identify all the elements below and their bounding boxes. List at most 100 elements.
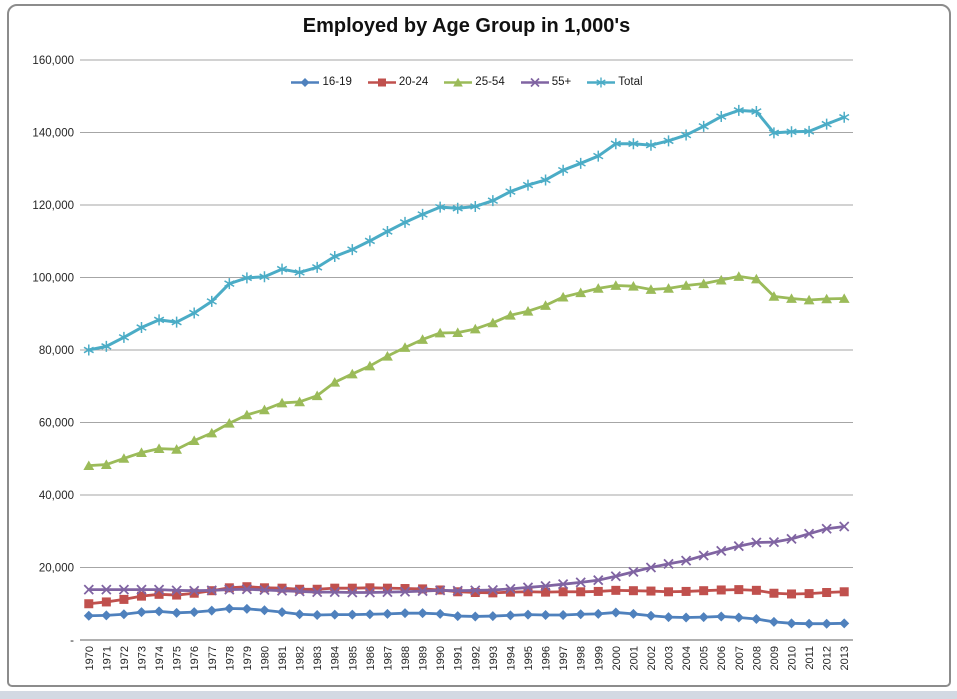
marker-square <box>347 583 357 593</box>
marker-square <box>259 583 269 593</box>
marker-x <box>487 584 498 596</box>
legend-item-25-54: 25-54 <box>443 76 505 89</box>
marker-x <box>751 537 762 548</box>
marker-x <box>663 558 674 570</box>
marker-star <box>768 127 780 139</box>
marker-star <box>698 120 709 132</box>
marker-x <box>698 550 709 561</box>
x-tick-label: 1984 <box>330 646 342 670</box>
marker-x <box>118 584 130 595</box>
marker-square <box>277 583 287 593</box>
marker-square <box>734 585 744 595</box>
x-tick-label: 1972 <box>119 646 131 670</box>
marker-square <box>699 586 709 596</box>
marker-square <box>822 588 832 598</box>
marker-square <box>295 584 305 594</box>
marker-square <box>84 599 94 609</box>
chart-frame <box>7 4 951 687</box>
marker-x <box>171 585 182 596</box>
marker-star <box>628 138 639 150</box>
marker-star <box>206 295 217 307</box>
x-tick-label: 1982 <box>295 646 307 670</box>
x-tick-label: 1999 <box>593 646 605 670</box>
marker-x <box>628 566 639 577</box>
marker-diamond <box>487 611 498 622</box>
marker-square <box>224 583 234 593</box>
marker-diamond <box>628 608 639 619</box>
marker-x <box>593 575 604 586</box>
marker-star <box>470 200 481 212</box>
x-tick-label: 1990 <box>435 646 447 670</box>
marker-star <box>276 263 288 275</box>
marker-diamond <box>821 618 832 629</box>
marker-triangle <box>294 396 306 407</box>
legend-marker-square-icon <box>377 78 386 86</box>
marker-x <box>276 585 288 596</box>
marker-star <box>786 126 797 138</box>
marker-diamond <box>786 618 797 629</box>
marker-star <box>575 157 586 169</box>
legend-marker-sample <box>520 77 549 87</box>
gridlines <box>80 59 853 568</box>
chart-title: Employed by Age Group in 1,000's <box>302 15 631 37</box>
marker-x <box>505 583 516 595</box>
marker-triangle <box>627 281 639 291</box>
marker-diamond <box>452 611 463 622</box>
marker-diamond <box>663 612 674 623</box>
marker-square <box>664 587 674 597</box>
marker-diamond <box>716 611 727 622</box>
marker-diamond <box>118 609 129 620</box>
legend-item-16-19: 16-19 <box>290 76 352 89</box>
marker-square <box>418 584 428 594</box>
marker-square <box>119 594 129 604</box>
marker-diamond <box>259 605 270 616</box>
marker-x <box>733 540 744 552</box>
legend-label: 20-24 <box>398 76 429 88</box>
marker-star <box>83 344 94 356</box>
marker-x <box>101 584 112 595</box>
marker-triangle <box>592 283 604 293</box>
marker-square <box>541 587 551 597</box>
marker-triangle <box>364 360 376 371</box>
marker-x <box>399 586 411 597</box>
x-tick-label: 1979 <box>242 646 254 670</box>
marker-square <box>488 588 498 598</box>
marker-triangle <box>610 280 622 290</box>
marker-diamond <box>277 607 288 618</box>
x-tick-label: 1993 <box>488 646 500 670</box>
y-tick-label: - <box>70 635 74 647</box>
series-25-54 <box>83 271 850 471</box>
marker-x <box>294 586 305 597</box>
marker-star <box>610 138 621 150</box>
x-tick-label: 1977 <box>207 646 219 670</box>
marker-x <box>452 585 463 596</box>
x-tick-label: 1974 <box>154 646 166 670</box>
marker-triangle <box>750 273 762 284</box>
legend-item-total: Total <box>586 76 643 89</box>
chart-legend: 16-19 20-24 25-54 55+ Total <box>80 74 853 90</box>
marker-x <box>786 533 797 544</box>
marker-x <box>435 585 446 596</box>
marker-star <box>224 278 235 290</box>
marker-star <box>364 235 376 247</box>
marker-triangle <box>346 368 358 379</box>
marker-x <box>241 584 253 595</box>
marker-diamond <box>839 618 850 629</box>
x-tick-label: 1971 <box>101 646 113 670</box>
marker-diamond <box>435 608 446 619</box>
marker-square <box>330 583 340 593</box>
marker-triangle <box>452 327 464 337</box>
y-tick-label: 100,000 <box>32 273 74 285</box>
marker-star <box>716 111 727 123</box>
marker-triangle <box>276 397 288 408</box>
marker-diamond <box>751 613 762 624</box>
x-tick-label: 2007 <box>734 646 746 670</box>
marker-square <box>154 589 164 599</box>
x-tick-label: 1973 <box>136 646 148 670</box>
marker-star <box>645 139 657 151</box>
y-tick-label: 140,000 <box>32 128 74 140</box>
x-tick-label: 2004 <box>681 646 693 670</box>
marker-square <box>523 587 533 597</box>
marker-square <box>189 588 199 598</box>
